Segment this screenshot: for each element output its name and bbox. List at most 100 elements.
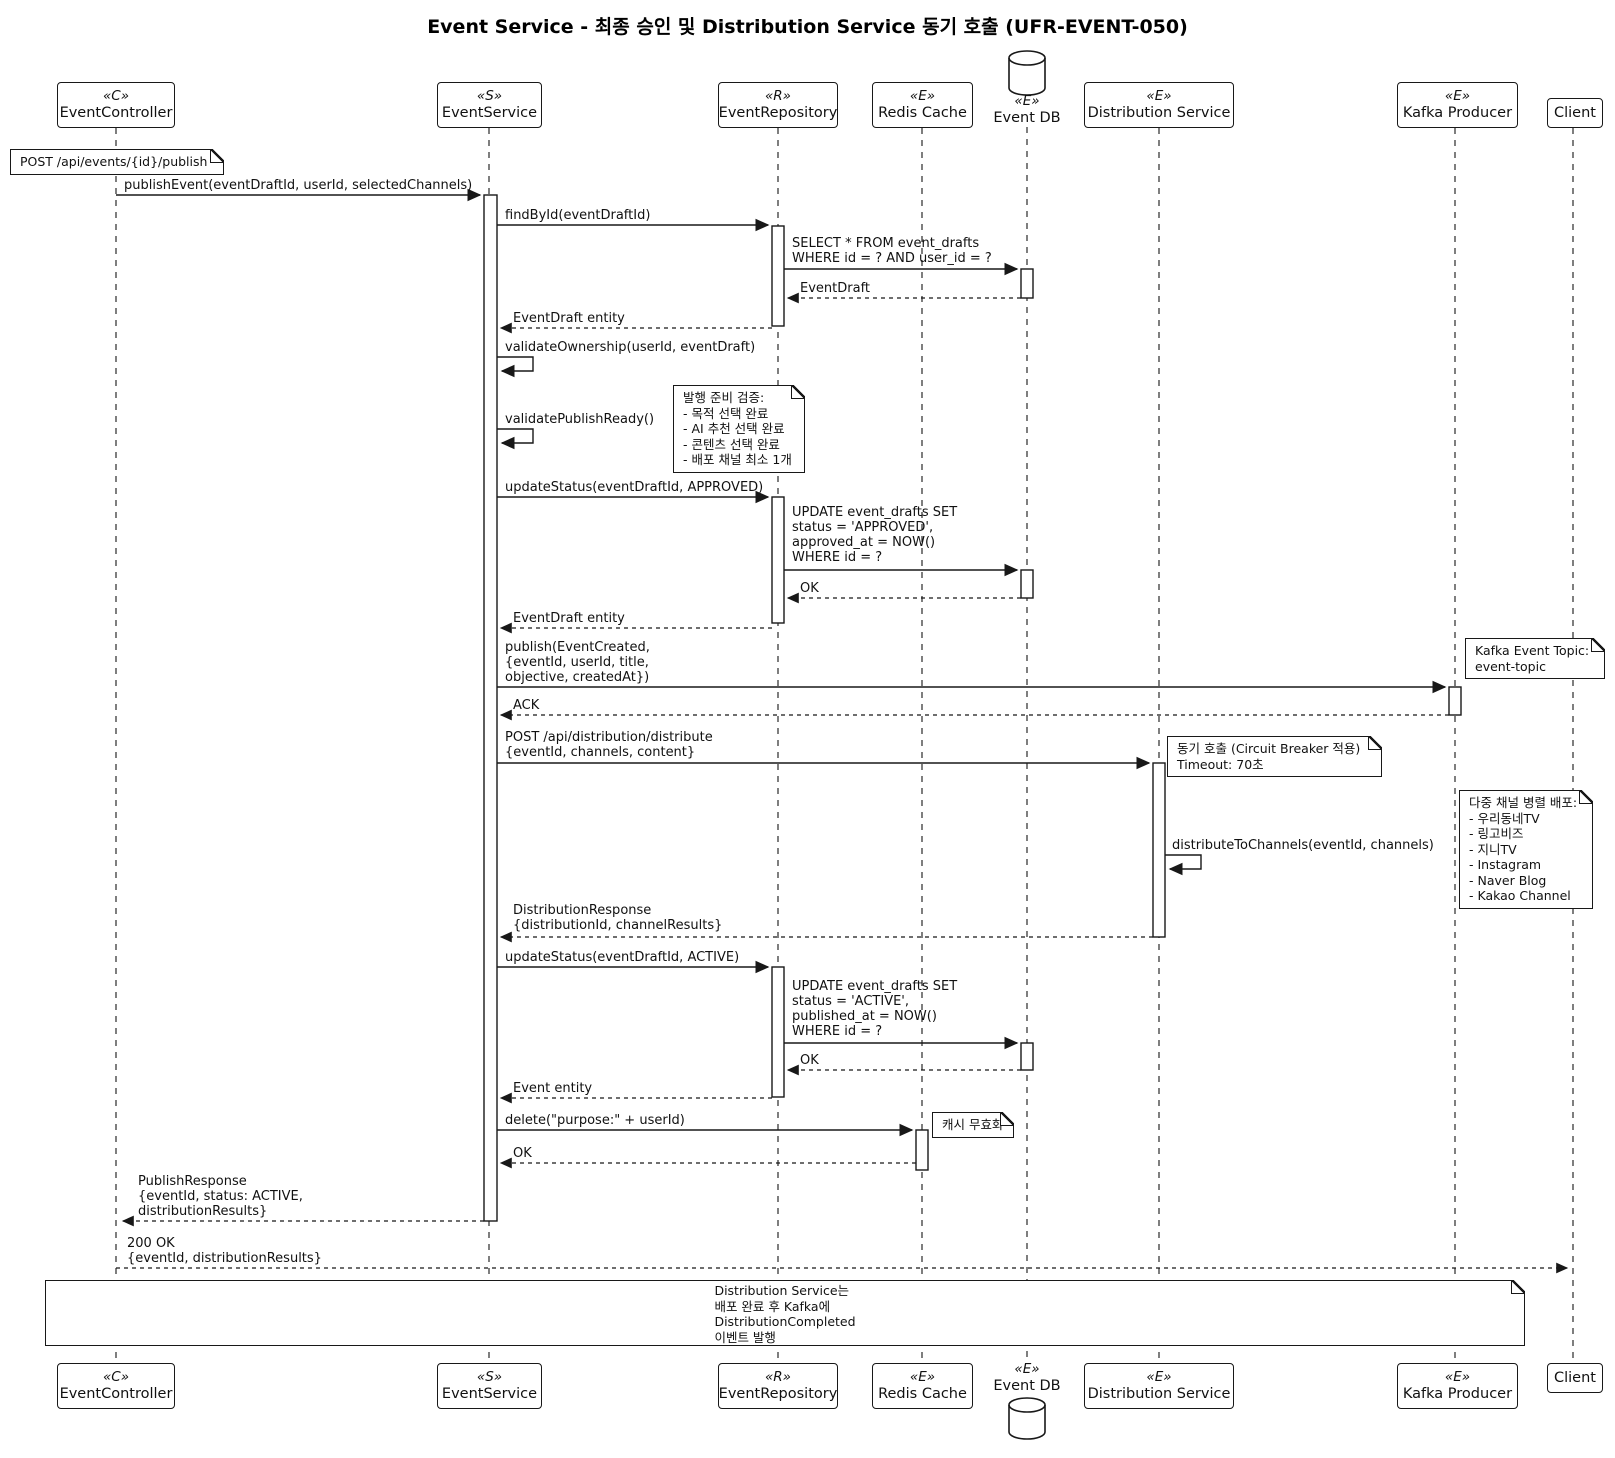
- message-line: published_at = NOW(): [792, 1009, 937, 1024]
- note-endpoint: POST /api/events/{id}/publish: [10, 148, 225, 175]
- note-line: POST /api/events/{id}/publish: [20, 154, 208, 169]
- message-line: publish(EventCreated,: [505, 640, 650, 655]
- message-publish-kafka: publish(EventCreated, {eventId, userId, …: [505, 640, 650, 685]
- note-line: - Kakao Channel: [1469, 888, 1571, 903]
- participant-name: Kafka Producer: [1402, 105, 1513, 121]
- message-delete-cache: delete("purpose:" + userId): [505, 1113, 685, 1128]
- note-line: 이벤트 발행: [714, 1329, 776, 1345]
- message-update-status-approved: updateStatus(eventDraftId, APPROVED): [505, 480, 764, 495]
- participant-name: Event DB: [993, 110, 1061, 126]
- note-line: - 링고비즈: [1469, 826, 1524, 841]
- message-line: DistributionResponse: [513, 903, 652, 918]
- message-line: status = 'APPROVED',: [792, 520, 934, 535]
- message-validate-publish-ready: validatePublishReady(): [505, 412, 655, 427]
- note-fold-icon: [1579, 789, 1594, 804]
- message-line: UPDATE event_drafts SET: [792, 505, 958, 520]
- message-line: {distributionId, channelResults}: [513, 918, 723, 933]
- message-line: WHERE id = ?: [792, 550, 883, 565]
- activation-eventdb-3: [1020, 1042, 1034, 1071]
- participant-name: Event DB: [993, 1378, 1061, 1394]
- participant-name: EventService: [441, 1386, 538, 1402]
- participant-name: Redis Cache: [878, 105, 967, 121]
- activation-eventrepository-2: [771, 496, 785, 624]
- note-text-block: Distribution Service는 배포 완료 후 Kafka에 Dis…: [714, 1283, 855, 1345]
- participant-name: Distribution Service: [1087, 1386, 1231, 1402]
- note-line: event-topic: [1475, 658, 1546, 674]
- database-icon-lid: [1008, 57, 1046, 66]
- participant-name: Client: [1554, 105, 1596, 121]
- note-line: 동기 호출 (Circuit Breaker 적용): [1177, 741, 1361, 756]
- message-line: distributionResults}: [138, 1204, 268, 1219]
- note-line: Distribution Service는: [714, 1283, 850, 1298]
- return-arrows: [116, 292, 1569, 1274]
- message-line: POST /api/distribution/distribute: [505, 730, 713, 745]
- note-line: - 지니TV: [1469, 841, 1517, 857]
- participant-event-db-bottom: «E» Event DB: [977, 1361, 1077, 1395]
- activation-eventrepository-1: [771, 225, 785, 327]
- participant-name: EventRepository: [718, 105, 838, 121]
- arrow-validate-ownership-self: [497, 356, 534, 378]
- message-return-eventdraft-entity-2: EventDraft entity: [513, 611, 625, 626]
- message-line: WHERE id = ?: [792, 1024, 883, 1039]
- arrow-validate-publish-ready-self: [497, 428, 534, 450]
- participant-client-top: Client: [1547, 98, 1603, 128]
- participant-event-db-top: «E» Event DB: [977, 93, 1077, 127]
- note-line: 캐시 무효화: [942, 1117, 1004, 1132]
- message-return-ok-active: OK: [800, 1053, 819, 1068]
- message-select-query: SELECT * FROM event_drafts WHERE id = ? …: [792, 236, 992, 266]
- message-line: SELECT * FROM event_drafts: [792, 236, 980, 251]
- note-cache-invalidate: 캐시 무효화: [932, 1111, 1015, 1138]
- message-distribute-channels: distributeToChannels(eventId, channels): [1172, 838, 1434, 853]
- stereotype: «E»: [1014, 1361, 1040, 1377]
- message-line: status = 'ACTIVE',: [792, 994, 910, 1009]
- stereotype: «R»: [764, 88, 792, 104]
- participant-kafka-producer-bottom: «E» Kafka Producer: [1397, 1363, 1518, 1409]
- diagram-title: Event Service - 최종 승인 및 Distribution Ser…: [427, 16, 1188, 38]
- activation-redis: [915, 1129, 929, 1171]
- note-line: Timeout: 70초: [1177, 756, 1264, 772]
- note-fold-icon: [1000, 1111, 1015, 1126]
- note-fold-icon: [210, 148, 225, 163]
- message-line: WHERE id = ? AND user_id = ?: [792, 251, 992, 266]
- message-line: objective, createdAt}): [505, 670, 650, 685]
- participant-name: Distribution Service: [1087, 105, 1231, 121]
- participant-eventcontroller-top: «C» EventController: [57, 82, 175, 128]
- note-line: 발행 준비 검증:: [683, 390, 765, 405]
- message-line: PublishResponse: [138, 1174, 247, 1189]
- activation-eventservice: [483, 194, 498, 1222]
- message-update-query-active: UPDATE event_drafts SET status = 'ACTIVE…: [792, 979, 957, 1039]
- message-line: {eventId, userId, title,: [505, 655, 649, 670]
- participant-client-bottom: Client: [1547, 1363, 1603, 1393]
- participant-distribution-service-bottom: «E» Distribution Service: [1084, 1363, 1234, 1409]
- stereotype: «E»: [909, 88, 936, 104]
- message-http-200: 200 OK {eventId, distributionResults}: [127, 1236, 322, 1266]
- message-publish-response: PublishResponse {eventId, status: ACTIVE…: [138, 1174, 303, 1219]
- message-update-query-approved: UPDATE event_drafts SET status = 'APPROV…: [792, 505, 957, 565]
- note-line: - Naver Blog: [1469, 872, 1547, 888]
- stereotype: «C»: [102, 88, 130, 104]
- note-line: Kafka Event Topic:: [1475, 643, 1590, 658]
- message-return-ack: ACK: [513, 698, 540, 713]
- activation-eventdb-1: [1020, 268, 1034, 299]
- stereotype: «E»: [1444, 1369, 1471, 1385]
- note-fold-icon: [1591, 637, 1606, 652]
- note-line: - 우리동네TV: [1469, 810, 1540, 826]
- database-icon: [1008, 50, 1046, 96]
- note-line: - 목적 선택 완료: [683, 405, 769, 421]
- participant-name: EventService: [441, 105, 538, 121]
- message-update-status-active: updateStatus(eventDraftId, ACTIVE): [505, 950, 740, 965]
- participant-eventcontroller-bottom: «C» EventController: [57, 1363, 175, 1409]
- note-fold-icon: [1511, 1279, 1526, 1294]
- message-line: {eventId, distributionResults}: [127, 1251, 322, 1266]
- participant-redis-cache-top: «E» Redis Cache: [872, 82, 973, 128]
- message-publish-event: publishEvent(eventDraftId, userId, selec…: [124, 178, 473, 193]
- note-publish-ready-check: 발행 준비 검증: - 목적 선택 완료 - AI 추천 선택 완료 - 콘텐츠…: [673, 384, 806, 473]
- stereotype: «E»: [1014, 93, 1040, 109]
- stereotype: «C»: [102, 1369, 130, 1385]
- database-icon-bottom-lid: [1008, 1404, 1046, 1413]
- note-line: - AI 추천 선택 완료: [683, 421, 785, 436]
- activation-eventrepository-3: [771, 966, 785, 1098]
- stereotype: «E»: [1146, 88, 1172, 104]
- participant-name: Kafka Producer: [1402, 1386, 1513, 1402]
- note-line: DistributionCompleted: [714, 1314, 856, 1329]
